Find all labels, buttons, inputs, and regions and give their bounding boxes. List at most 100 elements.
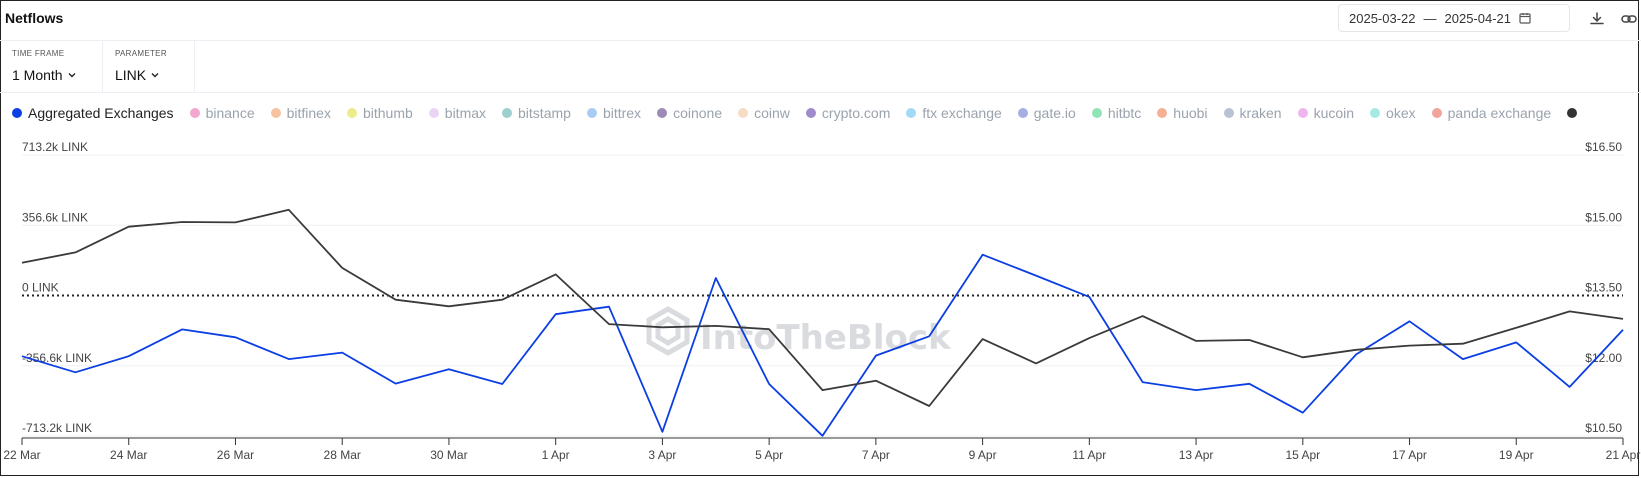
legend-label: crypto.com bbox=[821, 105, 891, 121]
legend-item[interactable]: kraken bbox=[1223, 105, 1282, 121]
legend-item[interactable]: bitmax bbox=[428, 105, 487, 121]
y-right-tick-label: $10.50 bbox=[1585, 421, 1622, 435]
legend-item[interactable]: ftx exchange bbox=[906, 105, 1002, 121]
parameter-selector[interactable]: PARAMETER LINK bbox=[103, 40, 195, 92]
y-left-tick-label: 713.2k LINK bbox=[22, 140, 88, 154]
legend-swatch bbox=[270, 108, 281, 118]
x-tick-label: 21 Apr bbox=[1606, 448, 1641, 462]
parameter-label: PARAMETER bbox=[115, 49, 167, 58]
legend-swatch bbox=[1370, 108, 1381, 118]
legend-swatch bbox=[1567, 108, 1578, 118]
chevron-down-icon bbox=[68, 73, 76, 78]
legend-label: bitmax bbox=[444, 105, 487, 121]
legend-swatch bbox=[1431, 108, 1442, 118]
legend-swatch bbox=[657, 108, 668, 118]
legend-item[interactable]: okex bbox=[1370, 105, 1416, 121]
legend-swatch bbox=[1157, 108, 1168, 118]
legend-item[interactable]: coinone bbox=[657, 105, 722, 121]
y-left-tick-label: 0 LINK bbox=[22, 281, 59, 295]
chart-legend: Aggregated Exchanges binance bitfinex bithu… bbox=[12, 103, 1599, 123]
legend-label: gate.io bbox=[1033, 105, 1076, 121]
legend-swatch bbox=[906, 108, 917, 118]
time-frame-value: 1 Month bbox=[12, 67, 63, 83]
legend-item[interactable]: bitfinex bbox=[270, 105, 331, 121]
legend-label: bitfinex bbox=[286, 105, 331, 121]
legend-swatch bbox=[428, 108, 439, 118]
legend-swatch bbox=[1017, 108, 1028, 118]
date-range-picker[interactable]: 2025-03-22 — 2025-04-21 bbox=[1338, 4, 1570, 32]
y-right-tick-label: $12.00 bbox=[1585, 351, 1622, 365]
legend-item[interactable]: crypto.com bbox=[805, 105, 891, 121]
link-icon[interactable] bbox=[1620, 10, 1638, 28]
legend-item[interactable] bbox=[1567, 108, 1583, 118]
legend-label: Aggregated Exchanges bbox=[28, 105, 174, 121]
y-right-tick-label: $13.50 bbox=[1585, 281, 1622, 295]
legend-label: panda exchange bbox=[1447, 105, 1552, 121]
calendar-icon bbox=[1519, 13, 1531, 24]
x-tick-label: 22 Mar bbox=[3, 448, 40, 462]
x-tick-label: 28 Mar bbox=[324, 448, 361, 462]
y-right-tick-label: $15.00 bbox=[1585, 210, 1622, 224]
widget-header: Netflows 2025-03-22 — 2025-04-21 bbox=[0, 0, 1641, 41]
y-left-tick-label: -713.2k LINK bbox=[22, 421, 92, 435]
x-tick-label: 19 Apr bbox=[1499, 448, 1534, 462]
legend-item[interactable]: Aggregated Exchanges bbox=[12, 105, 174, 121]
legend-swatch bbox=[1091, 108, 1102, 118]
x-tick-label: 17 Apr bbox=[1392, 448, 1427, 462]
legend-item[interactable]: huobi bbox=[1157, 105, 1208, 121]
legend-label: huobi bbox=[1173, 105, 1208, 121]
watermark-text: IntoTheBlock bbox=[700, 318, 952, 358]
x-tick-label: 1 Apr bbox=[542, 448, 570, 462]
legend-swatch bbox=[1297, 108, 1308, 118]
y-right-tick-label: $16.50 bbox=[1585, 140, 1622, 154]
legend-item[interactable]: bittrex bbox=[586, 105, 642, 121]
x-tick-label: 15 Apr bbox=[1285, 448, 1320, 462]
x-tick-label: 30 Mar bbox=[430, 448, 467, 462]
date-separator: — bbox=[1423, 10, 1437, 26]
parameter-bar: TIME FRAME 1 Month PARAMETER LINK bbox=[0, 40, 1641, 93]
legend-label: hitbtc bbox=[1107, 105, 1142, 121]
date-start: 2025-03-22 bbox=[1349, 10, 1416, 26]
legend-label: bitstamp bbox=[518, 105, 571, 121]
x-tick-label: 3 Apr bbox=[648, 448, 676, 462]
legend-swatch bbox=[805, 108, 816, 118]
legend-item[interactable]: gate.io bbox=[1017, 105, 1076, 121]
x-tick-label: 24 Mar bbox=[110, 448, 147, 462]
x-tick-label: 13 Apr bbox=[1179, 448, 1214, 462]
chevron-down-icon bbox=[151, 73, 159, 78]
time-frame-label: TIME FRAME bbox=[12, 49, 65, 58]
legend-item[interactable]: hitbtc bbox=[1091, 105, 1142, 121]
x-tick-label: 9 Apr bbox=[969, 448, 997, 462]
legend-label: kraken bbox=[1239, 105, 1282, 121]
legend-swatch bbox=[346, 108, 357, 118]
legend-label: ftx exchange bbox=[922, 105, 1002, 121]
legend-item[interactable]: bitstamp bbox=[502, 105, 571, 121]
price-series-line bbox=[21, 208, 1624, 407]
legend-label: kucoin bbox=[1313, 105, 1355, 121]
watermark-logo-icon bbox=[646, 306, 690, 356]
x-tick-label: 7 Apr bbox=[862, 448, 890, 462]
legend-swatch bbox=[502, 108, 513, 118]
legend-item[interactable]: panda exchange bbox=[1431, 105, 1552, 121]
x-tick-label: 5 Apr bbox=[755, 448, 783, 462]
x-tick-label: 11 Apr bbox=[1072, 448, 1106, 462]
legend-item[interactable]: coinw bbox=[738, 105, 790, 121]
time-frame-selector[interactable]: TIME FRAME 1 Month bbox=[0, 40, 103, 92]
legend-item[interactable]: bithumb bbox=[346, 105, 413, 121]
netflow-series-line bbox=[21, 253, 1624, 437]
legend-swatch bbox=[1223, 108, 1234, 118]
legend-label: coinw bbox=[754, 105, 790, 121]
legend-item[interactable]: kucoin bbox=[1297, 105, 1355, 121]
legend-swatch bbox=[738, 108, 749, 118]
legend-label: bithumb bbox=[362, 105, 413, 121]
legend-item[interactable]: binance bbox=[189, 105, 255, 121]
x-tick-label: 26 Mar bbox=[217, 448, 254, 462]
download-icon[interactable] bbox=[1588, 10, 1606, 28]
y-left-tick-label: -356.6k LINK bbox=[22, 351, 92, 365]
legend-label: bittrex bbox=[602, 105, 642, 121]
legend-swatch bbox=[586, 108, 597, 118]
legend-label: coinone bbox=[673, 105, 723, 121]
y-left-tick-label: 356.6k LINK bbox=[22, 210, 88, 224]
